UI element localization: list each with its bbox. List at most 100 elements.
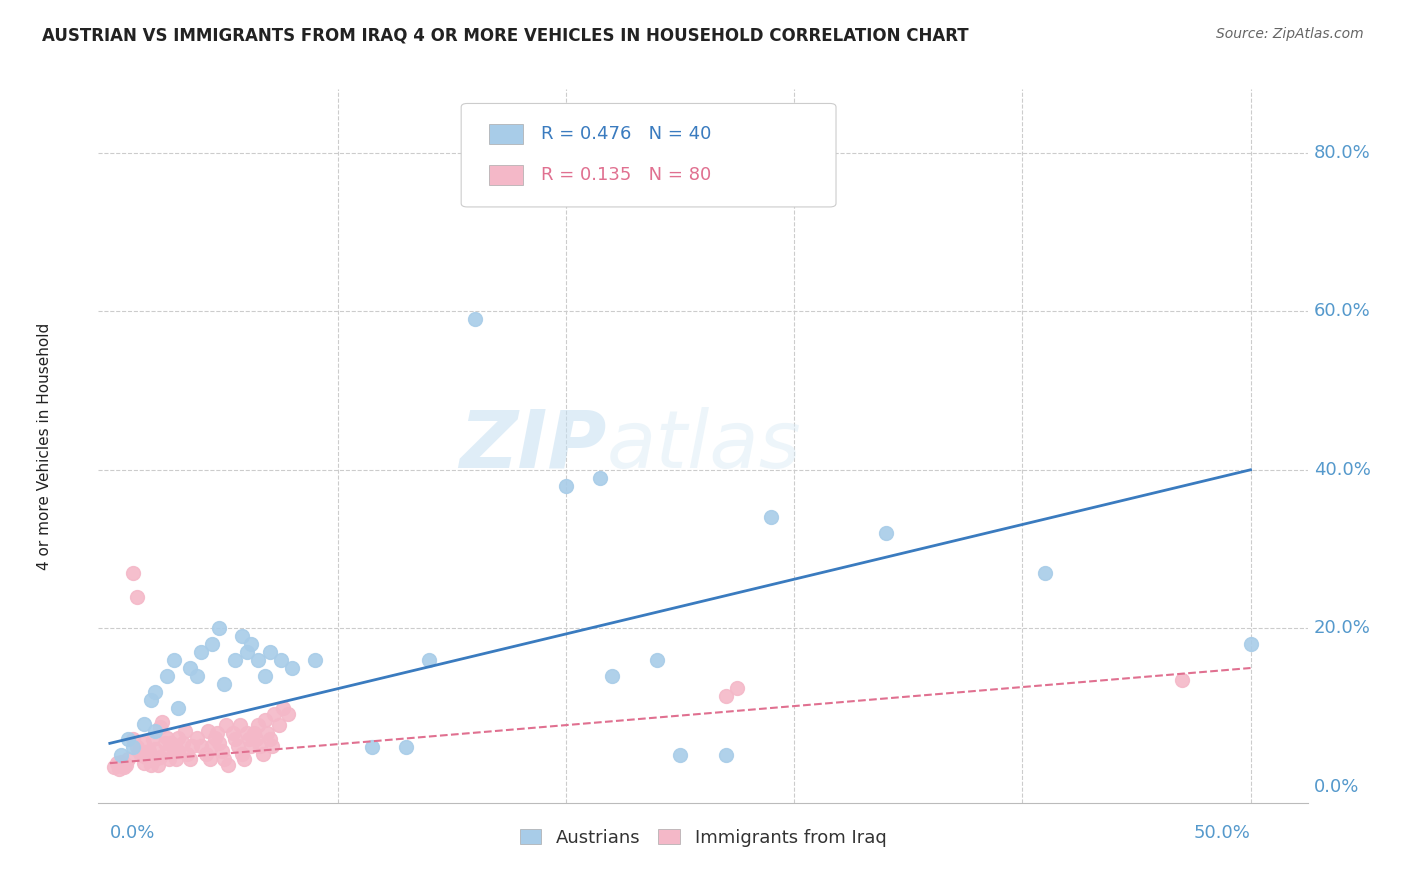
Point (235, 645, 257, 659)
Point (165, 752, 187, 766)
Point (555, 478, 578, 492)
Text: 40.0%: 40.0% (1313, 461, 1371, 479)
Point (149, 721, 172, 735)
Point (201, 637, 224, 651)
Point (253, 669, 276, 683)
Point (224, 653, 246, 667)
Point (179, 752, 201, 766)
Point (1033, 566, 1056, 580)
Point (204, 731, 226, 745)
Point (167, 744, 190, 758)
Point (127, 590, 149, 604)
Point (163, 744, 186, 758)
Point (647, 653, 669, 667)
Point (145, 742, 167, 756)
Point (217, 757, 239, 772)
Text: atlas: atlas (606, 407, 801, 485)
Point (215, 718, 238, 732)
Point (150, 714, 173, 729)
Point (212, 677, 235, 691)
Point (190, 645, 212, 659)
Point (132, 716, 155, 731)
Point (212, 752, 235, 766)
Text: R = 0.135   N = 80: R = 0.135 N = 80 (541, 166, 711, 184)
Point (600, 669, 623, 683)
Point (714, 689, 737, 703)
Text: 50.0%: 50.0% (1194, 824, 1250, 842)
Point (186, 731, 208, 745)
Point (249, 739, 271, 753)
Text: 0.0%: 0.0% (110, 824, 155, 842)
Point (211, 744, 233, 758)
Point (156, 744, 179, 758)
Point (117, 752, 139, 766)
Point (112, 760, 135, 774)
Point (418, 653, 440, 667)
Point (247, 718, 270, 732)
Point (117, 732, 139, 747)
Point (110, 748, 132, 763)
Point (589, 471, 612, 485)
Point (238, 732, 260, 747)
Point (153, 736, 176, 750)
Point (179, 661, 201, 675)
Point (247, 653, 270, 667)
Point (267, 718, 290, 732)
Point (277, 706, 299, 721)
Point (231, 629, 253, 643)
Point (260, 739, 283, 753)
Point (714, 748, 737, 763)
FancyBboxPatch shape (461, 103, 837, 207)
Point (208, 621, 231, 635)
Point (105, 756, 128, 771)
Point (259, 645, 281, 659)
Text: 60.0%: 60.0% (1313, 302, 1371, 320)
Point (242, 726, 264, 740)
Point (145, 685, 167, 699)
Point (208, 736, 231, 750)
Point (112, 756, 135, 771)
Point (131, 748, 153, 763)
Point (146, 757, 169, 772)
Point (304, 653, 326, 667)
Text: R = 0.476   N = 40: R = 0.476 N = 40 (541, 125, 711, 143)
Point (263, 706, 285, 721)
Point (245, 732, 267, 747)
Point (139, 757, 162, 772)
Point (252, 747, 274, 761)
Point (281, 661, 304, 675)
Point (149, 749, 172, 764)
Point (669, 748, 692, 763)
Point (114, 757, 136, 772)
Point (256, 726, 278, 740)
Point (139, 692, 162, 706)
Point (231, 747, 253, 761)
Point (181, 739, 204, 753)
Point (233, 752, 256, 766)
Legend: Austrians, Immigrants from Iraq: Austrians, Immigrants from Iraq (512, 822, 894, 855)
Point (240, 739, 263, 753)
Point (135, 749, 157, 764)
Point (142, 732, 165, 747)
Point (121, 566, 143, 580)
Point (145, 724, 167, 739)
Point (205, 726, 228, 740)
Point (110, 757, 132, 772)
Point (361, 740, 384, 755)
Point (160, 736, 183, 750)
Point (197, 724, 219, 739)
Point (271, 700, 294, 714)
Point (761, 510, 783, 524)
Text: 20.0%: 20.0% (1313, 619, 1371, 638)
Point (1239, 637, 1261, 651)
Point (229, 718, 252, 732)
Point (176, 747, 198, 761)
Text: 4 or more Vehicles in Household: 4 or more Vehicles in Household (37, 322, 52, 570)
Point (128, 744, 150, 758)
Point (145, 752, 167, 766)
Point (121, 740, 143, 755)
Point (139, 752, 162, 766)
Point (725, 681, 748, 695)
Point (395, 740, 418, 755)
Point (156, 731, 179, 745)
